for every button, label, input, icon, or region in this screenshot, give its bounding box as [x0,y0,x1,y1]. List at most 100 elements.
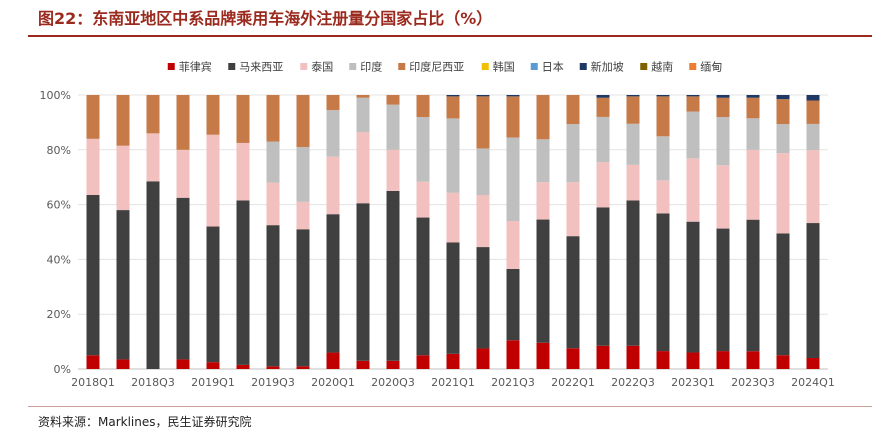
bar-stack [296,95,310,369]
legend-item: 新加坡 [579,60,624,74]
bar-stack [536,95,550,369]
bar-segment [716,228,730,352]
bar-segment [116,359,130,369]
legend-label: 马来西亚 [239,61,283,74]
bar-segment [566,124,580,183]
bar-segment [566,348,580,369]
bar-stack [176,95,190,369]
x-tick-label: 2019Q3 [251,376,295,389]
bar-segment [626,123,640,165]
bar-segment [416,95,430,118]
bar-segment [86,355,100,369]
bar-segment [776,355,790,369]
bar-segment [206,226,220,363]
bar-segment [206,134,220,227]
legend-swatch [530,63,538,70]
bar-segment [206,362,220,369]
bar-segment [686,96,700,112]
legend-label: 菲律宾 [179,60,212,74]
legend-swatch [689,63,697,70]
bar-segment [176,197,190,360]
bar-segment [716,95,730,98]
legend-label: 越南 [651,60,673,74]
legend-swatch [579,63,587,70]
bar-segment [326,156,340,215]
bar-segment [86,95,100,139]
bar-segment [476,348,490,369]
x-tick-label: 2022Q3 [611,376,655,389]
bar-segment [536,182,550,220]
bar-segment [746,219,760,352]
bar-segment [536,95,550,140]
bar-stack [566,95,580,369]
x-tick-label: 2021Q1 [431,376,475,389]
bar-segment [296,147,310,202]
bar-segment [476,195,490,248]
bar-segment [596,345,610,369]
legend-item: 菲律宾 [167,60,212,74]
bar-segment [746,95,760,98]
bar-stack [476,95,490,369]
bar-segment [386,104,400,150]
bar-segment [686,111,700,159]
legend-label: 印度尼西亚 [409,60,464,74]
bar-segment [806,223,820,358]
x-tick-label: 2023Q3 [731,376,775,389]
x-tick-label: 2020Q1 [311,376,355,389]
bar-segment [446,242,460,354]
bar-segment [116,95,130,146]
legend-swatch [481,63,489,70]
bar-segment [326,110,340,157]
bar-segment [416,117,430,182]
bar-stack [746,95,760,369]
bar-segment [566,182,580,237]
bar-segment [386,360,400,369]
bar-segment [176,95,190,150]
bar-segment [656,351,670,369]
x-tick-label: 2020Q3 [371,376,415,389]
bar-segment [446,95,460,97]
bar-segment [626,96,640,124]
legend-label: 日本 [542,60,564,74]
legend-swatch [349,63,357,70]
legend-item: 印度尼西亚 [398,60,464,74]
bar-segment [506,340,520,369]
bar-segment [776,124,790,154]
bar-segment [176,149,190,198]
bar-segment [566,95,580,125]
bar-segment [806,123,820,151]
bar-segment [806,357,820,369]
bar-segment [206,95,220,135]
legend-item: 越南 [640,60,673,74]
bar-segment [296,95,310,148]
bar-segment [656,96,670,137]
bar-segment [176,359,190,369]
legend-item: 印度 [349,60,382,74]
legend-item: 韩国 [481,60,515,74]
bar-segment [776,153,790,234]
source-divider [28,406,872,407]
legend: 菲律宾 马来西亚 泰国 印度 印度尼西亚 韩国 日本 新加坡 越南 缅甸 [167,60,722,74]
bar-stack [626,95,640,369]
bar-stack [776,95,790,369]
bar-segment [266,366,280,369]
bar-segment [356,95,370,98]
legend-item: 泰国 [300,60,333,74]
bar-segment [746,149,760,220]
bar-segment [536,219,550,343]
x-tick-label: 2018Q1 [71,376,115,389]
bar-segment [296,366,310,369]
bar-stack [686,95,700,369]
bar-segment [326,214,340,353]
bar-segment [506,96,520,138]
bars [86,95,820,369]
bar-segment [266,182,280,226]
bar-segment [656,180,670,214]
bar-stack [386,95,400,369]
source-note: 资料来源：Marklines，民生证券研究院 [38,415,252,429]
legend-label: 印度 [360,60,382,74]
legend-swatch [300,63,308,70]
bar-segment [476,95,490,97]
bar-segment [746,118,760,150]
